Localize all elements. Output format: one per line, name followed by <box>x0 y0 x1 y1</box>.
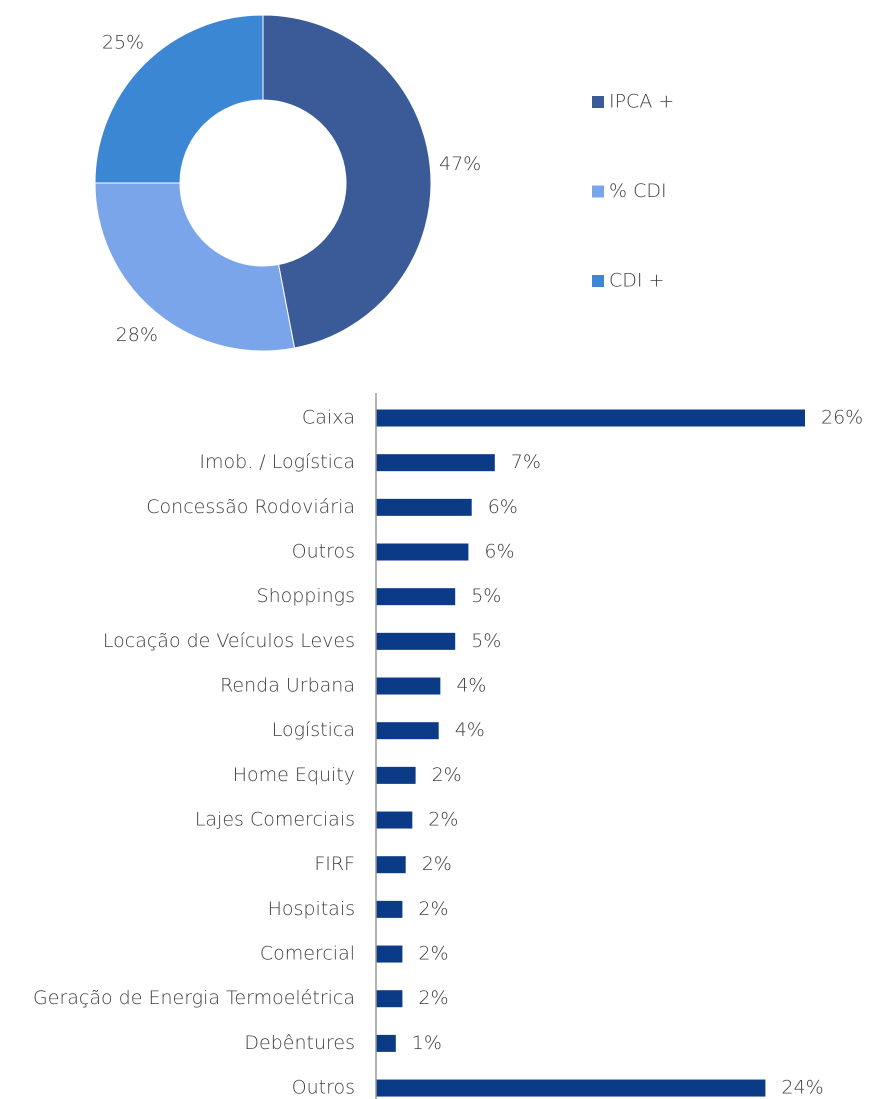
bar <box>376 811 413 829</box>
bar <box>376 945 403 963</box>
data-label: 2% <box>418 898 448 920</box>
donut-slice <box>262 14 432 349</box>
data-label: 47% <box>439 153 481 175</box>
legend-swatch <box>592 185 604 198</box>
data-label: 25% <box>102 31 144 53</box>
category-label: Geração de Energia Termoelétrica <box>33 987 355 1009</box>
category-label: Hospitais <box>268 898 355 920</box>
data-label: 2% <box>422 853 452 875</box>
category-label: Imob. / Logística <box>199 451 355 473</box>
data-label: 2% <box>432 764 462 786</box>
data-label: 4% <box>455 719 485 741</box>
data-label: 2% <box>418 987 448 1009</box>
data-label: 1% <box>412 1032 442 1054</box>
bar <box>376 766 416 784</box>
legend-label: CDI + <box>609 270 664 292</box>
legend-label: IPCA + <box>609 91 674 113</box>
category-label: Logística <box>272 719 355 741</box>
legend-swatch <box>592 96 604 108</box>
bar <box>376 990 403 1008</box>
donut-slice <box>94 182 296 352</box>
bar <box>376 1079 766 1097</box>
data-label: 6% <box>484 541 514 563</box>
data-label: 24% <box>781 1077 823 1099</box>
bar <box>376 677 441 695</box>
category-label: Comercial <box>260 943 355 965</box>
category-label: Debêntures <box>244 1032 355 1054</box>
bar <box>376 588 456 606</box>
category-label: FIRF <box>314 853 355 875</box>
data-label: 7% <box>511 451 541 473</box>
data-label: 5% <box>471 585 501 607</box>
category-label: Caixa <box>302 407 355 429</box>
bar <box>376 409 805 427</box>
category-label: Outros <box>292 541 355 563</box>
data-label: 6% <box>488 496 518 518</box>
category-label: Home Equity <box>233 764 355 786</box>
donut-slice <box>94 14 264 184</box>
category-label: Lajes Comerciais <box>195 809 355 831</box>
bar <box>376 632 456 650</box>
category-label: Concessão Rodoviária <box>146 496 355 518</box>
bar <box>376 454 495 472</box>
category-label: Outros <box>292 1077 355 1099</box>
bar <box>376 543 469 561</box>
bar <box>376 722 439 740</box>
data-label: 28% <box>116 324 158 346</box>
data-label: 26% <box>821 407 863 429</box>
bar <box>376 498 472 516</box>
bar <box>376 900 403 918</box>
data-label: 5% <box>471 630 501 652</box>
bar <box>376 1034 396 1052</box>
legend-swatch <box>592 275 604 287</box>
category-label: Locação de Veículos Leves <box>103 630 355 652</box>
data-label: 2% <box>428 809 458 831</box>
data-label: 2% <box>418 943 448 965</box>
legend-label: % CDI <box>609 180 667 202</box>
bar <box>376 856 406 874</box>
category-label: Shoppings <box>257 585 355 607</box>
category-label: Renda Urbana <box>220 675 355 697</box>
data-label: 4% <box>456 675 486 697</box>
